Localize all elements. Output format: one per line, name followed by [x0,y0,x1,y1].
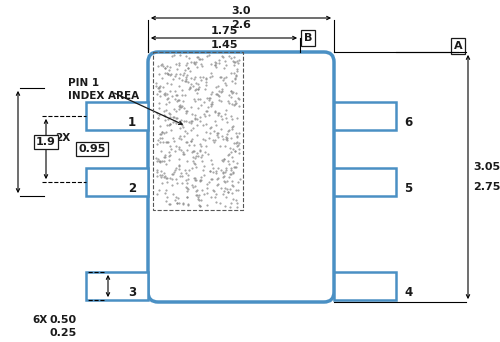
Text: B: B [304,33,312,43]
Text: 2.75: 2.75 [473,182,500,192]
Text: 1: 1 [128,117,136,130]
Text: PIN 1
INDEX AREA: PIN 1 INDEX AREA [68,78,139,101]
Text: 1.45: 1.45 [210,40,238,50]
Text: 3: 3 [128,287,136,300]
Bar [334,102,396,130]
Bar [86,102,148,130]
Bar [86,168,148,196]
Text: 3.0: 3.0 [231,6,251,16]
Bar [86,272,148,300]
Text: 0.50: 0.50 [50,315,77,325]
Text: 0.25: 0.25 [50,328,77,338]
Bar [334,272,396,300]
Text: 5: 5 [404,183,412,196]
Text: 1.75: 1.75 [210,26,238,36]
Text: 2.6: 2.6 [231,20,251,30]
Bar [334,168,396,196]
Text: 1.9: 1.9 [36,137,56,147]
Text: A: A [454,41,462,51]
Text: 2X: 2X [55,133,70,143]
Text: 6X: 6X [32,315,47,325]
Bar [153,52,243,210]
FancyBboxPatch shape [148,52,334,302]
Text: 3.05: 3.05 [473,162,500,172]
Text: 2: 2 [128,183,136,196]
Text: 0.95: 0.95 [78,144,106,154]
Text: 4: 4 [404,287,412,300]
Text: 6: 6 [404,117,412,130]
